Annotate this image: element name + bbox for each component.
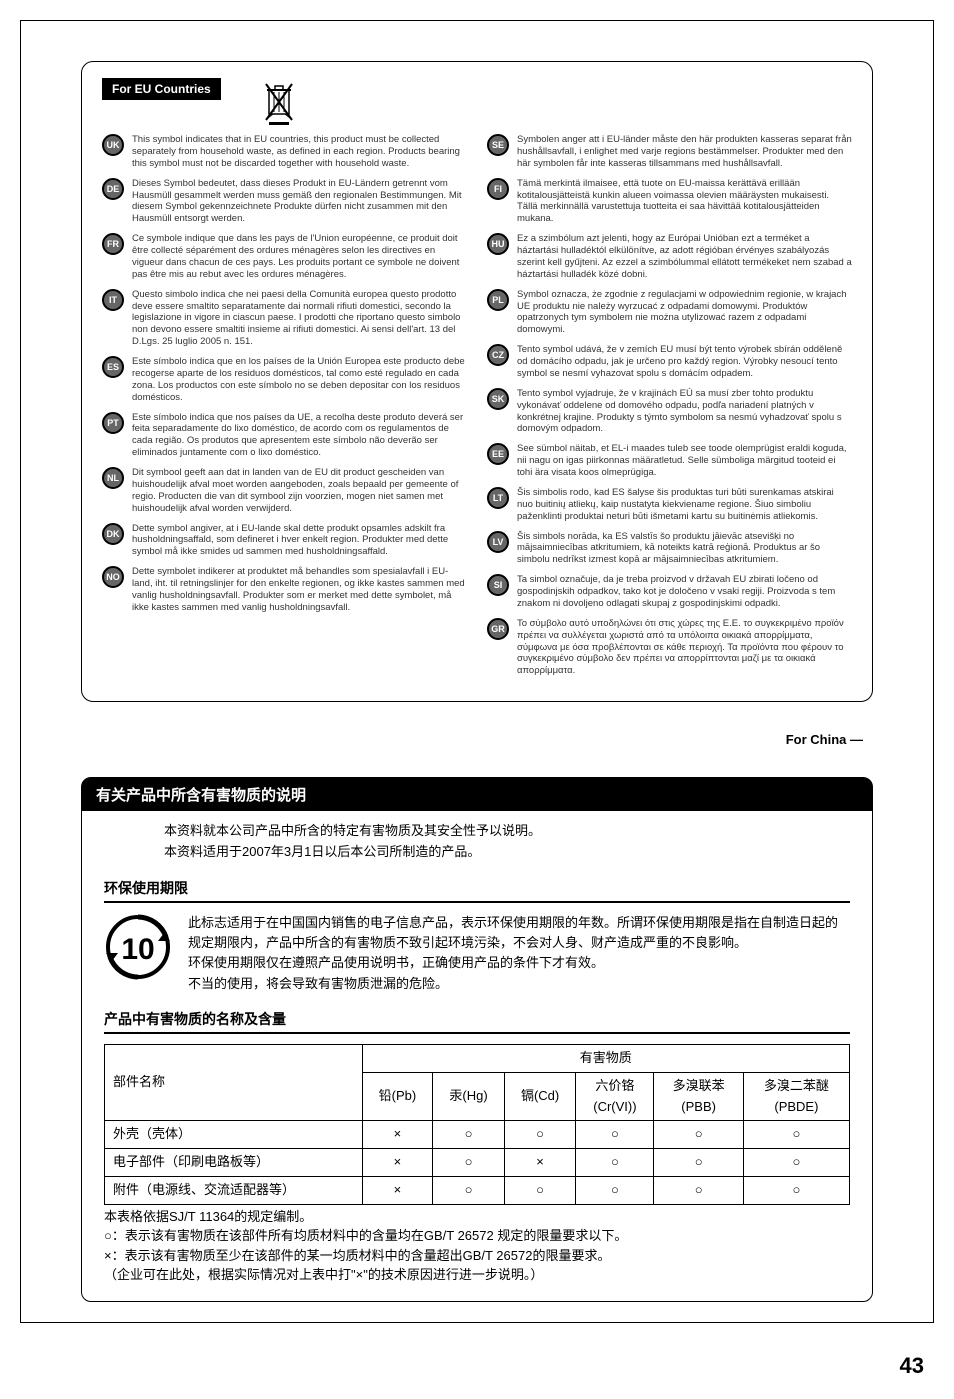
eu-item-cz: CZ Tento symbol udává, že v zemích EU mus… [487,344,852,380]
country-badge: SK [487,388,509,410]
country-badge: IT [102,289,124,311]
eu-item-text: This symbol indicates that in EU countri… [132,134,467,170]
china-notes: 本表格依据SJ/T 11364的规定编制。 ○：表示该有害物质在该部件所有均质材… [104,1207,850,1285]
eu-item-hu: HU Ez a szimbólum azt jelenti, hogy az Eu… [487,233,852,281]
hazard-table: 部件名称有害物质铅(Pb)汞(Hg)镉(Cd)六价铬(Cr(VI))多溴联苯(P… [104,1044,850,1205]
eu-item-sk: SK Tento symbol vyjadruje, že v krajinách… [487,388,852,436]
eu-item-text: Tämä merkintä ilmaisee, että tuote on EU… [517,178,852,226]
eu-item-lt: LT Šis simbolis rodo, kad ES šalyse šis p… [487,487,852,523]
env-block: 10 此标志适用于在中国国内销售的电子信息产品，表示环保使用期限的年数。所谓环保… [104,913,850,994]
country-badge: SI [487,574,509,596]
eu-header: For EU Countries [102,78,221,100]
country-badge: PT [102,412,124,434]
eu-item-es: ES Este símbolo indica que en los países … [102,356,467,404]
country-badge: NO [102,566,124,588]
eu-item-gr: GR Το σύμβολο αυτό υποδηλώνει ότι στις χώ… [487,618,852,677]
env-text-2: 环保使用期限仅在遵照产品使用说明书，正确使用产品的条件下才有效。 [188,953,850,973]
eu-item-text: Ta simbol označuje, da je treba proizvod… [517,574,852,610]
eu-item-text: Questo simbolo indica che nei paesi dell… [132,289,467,348]
eu-item-it: IT Questo simbolo indica che nei paesi de… [102,289,467,348]
eu-item-se: SE Symbolen anger att i EU-länder måste d… [487,134,852,170]
eu-item-text: Tento symbol vyjadruje, že v krajinách E… [517,388,852,436]
page-number: 43 [0,1343,954,1399]
env-period-icon: 10 [104,913,172,981]
eu-columns: UK This symbol indicates that in EU count… [102,134,852,685]
note-3: ×：表示该有害物质至少在该部件的某一均质材料中的含量超出GB/T 26572的限… [104,1246,850,1266]
eu-item-text: Dette symbolet indikerer at produktet må… [132,566,467,614]
country-badge: ES [102,356,124,378]
country-badge: NL [102,467,124,489]
eu-item-ee: EE See sümbol näitab, et EL-i maades tule… [487,443,852,479]
china-intro-1: 本资料就本公司产品中所含的特定有害物质及其安全性予以说明。 [164,821,850,842]
eu-item-uk: UK This symbol indicates that in EU count… [102,134,467,170]
eu-right-column: SE Symbolen anger att i EU-länder måste d… [487,134,852,685]
country-badge: LT [487,487,509,509]
china-table-heading: 产品中有害物质的名称及含量 [104,1008,850,1034]
country-badge: UK [102,134,124,156]
eu-item-fi: FI Tämä merkintä ilmaisee, että tuote on … [487,178,852,226]
svg-text:10: 10 [121,933,154,966]
eu-item-text: Este símbolo indica que en los países de… [132,356,467,404]
country-badge: FR [102,233,124,255]
eu-item-text: Dit symbool geeft aan dat in landen van … [132,467,467,515]
eu-item-si: SI Ta simbol označuje, da je treba proizv… [487,574,852,610]
eu-item-no: NO Dette symbolet indikerer at produktet … [102,566,467,614]
eu-item-text: Ez a szimbólum azt jelenti, hogy az Euró… [517,233,852,281]
country-badge: PL [487,289,509,311]
eu-item-text: Symbolen anger att i EU-länder måste den… [517,134,852,170]
country-badge: DE [102,178,124,200]
eu-item-text: Symbol oznacza, że zgodnie z regulacjami… [517,289,852,337]
eu-item-text: Tento symbol udává, že v zemích EU musí … [517,344,852,380]
eu-item-de: DE Dieses Symbol bedeutet, dass dieses Pr… [102,178,467,226]
china-intro-2: 本资料适用于2007年3月1日以后本公司所制造的产品。 [164,842,850,863]
eu-section: For EU Countries UKThis symbol [81,61,873,702]
eu-item-nl: NL Dit symbool geeft aan dat in landen va… [102,467,467,515]
eu-item-dk: DK Dette symbol angiver, at i EU-lande sk… [102,523,467,559]
page-container: For EU Countries UKThis symbol [20,20,934,1323]
country-badge: CZ [487,344,509,366]
country-badge: DK [102,523,124,545]
country-badge: FI [487,178,509,200]
eu-item-text: Ce symbole indique que dans les pays de … [132,233,467,281]
eu-item-text: Dieses Symbol bedeutet, dass dieses Prod… [132,178,467,226]
eu-left-column: UK This symbol indicates that in EU count… [102,134,467,685]
china-section: 有关产品中所含有害物质的说明 本资料就本公司产品中所含的特定有害物质及其安全性予… [81,777,873,1302]
env-text-3: 不当的使用，将会导致有害物质泄漏的危险。 [188,974,850,994]
eu-item-text: Dette symbol angiver, at i EU-lande skal… [132,523,467,559]
country-badge: GR [487,618,509,640]
note-2: ○：表示该有害物质在该部件所有均质材料中的含量均在GB/T 26572 规定的限… [104,1226,850,1246]
eu-item-text: Šis simbols norāda, ka ES valstīs šo pro… [517,531,852,567]
china-title: 有关产品中所含有害物质的说明 [82,778,872,811]
country-badge: LV [487,531,509,553]
china-env-heading: 环保使用期限 [104,877,850,903]
eu-item-text: Το σύμβολο αυτό υποδηλώνει ότι στις χώρε… [517,618,852,677]
country-badge: EE [487,443,509,465]
note-1: 本表格依据SJ/T 11364的规定编制。 [104,1207,850,1227]
country-badge: SE [487,134,509,156]
env-text-1: 此标志适用于在中国国内销售的电子信息产品，表示环保使用期限的年数。所谓环保使用期… [188,913,850,953]
eu-item-lv: LV Šis simbols norāda, ka ES valstīs šo p… [487,531,852,567]
eu-item-pl: PL Symbol oznacza, że zgodnie z regulacja… [487,289,852,337]
eu-item-pt: PT Este símbolo indica que nos países da … [102,412,467,460]
eu-item-text: Šis simbolis rodo, kad ES šalyse šis pro… [517,487,852,523]
eu-item-text: See sümbol näitab, et EL-i maades tuleb … [517,443,852,479]
china-label: For China [786,732,847,747]
eu-item-fr: FR Ce symbole indique que dans les pays d… [102,233,467,281]
weee-bin-icon [261,78,297,126]
country-badge: HU [487,233,509,255]
note-4: （企业可在此处，根据实际情况对上表中打"×"的技术原因进行进一步说明。） [104,1265,850,1285]
eu-item-text: Este símbolo indica que nos países da UE… [132,412,467,460]
